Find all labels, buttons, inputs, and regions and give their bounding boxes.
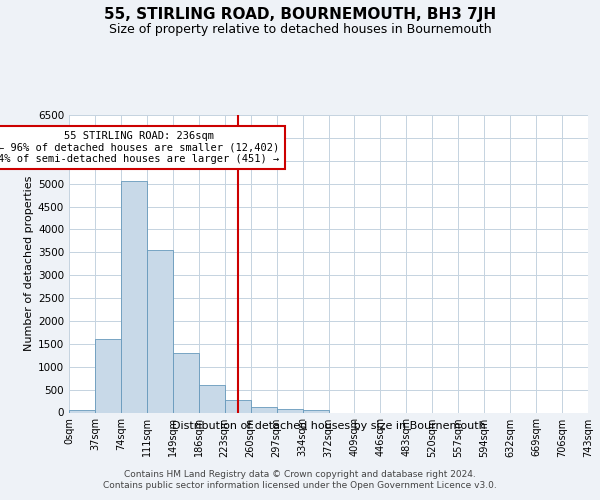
Bar [147,250,173,412]
Y-axis label: Number of detached properties: Number of detached properties [24,176,34,352]
Text: Distribution of detached houses by size in Bournemouth: Distribution of detached houses by size … [172,421,485,431]
Text: 55, STIRLING ROAD, BOURNEMOUTH, BH3 7JH: 55, STIRLING ROAD, BOURNEMOUTH, BH3 7JH [104,8,496,22]
Text: 55 STIRLING ROAD: 236sqm
← 96% of detached houses are smaller (12,402)
4% of sem: 55 STIRLING ROAD: 236sqm ← 96% of detach… [0,131,280,164]
Bar [95,340,121,412]
Bar [251,407,277,412]
Bar [225,400,251,412]
Text: Contains public sector information licensed under the Open Government Licence v3: Contains public sector information licen… [103,481,497,490]
Bar [121,182,147,412]
Bar [302,410,329,412]
Bar [69,410,95,412]
Text: Contains HM Land Registry data © Crown copyright and database right 2024.: Contains HM Land Registry data © Crown c… [124,470,476,479]
Text: Size of property relative to detached houses in Bournemouth: Size of property relative to detached ho… [109,22,491,36]
Bar [277,409,302,412]
Bar [199,385,224,412]
Bar [173,353,199,412]
